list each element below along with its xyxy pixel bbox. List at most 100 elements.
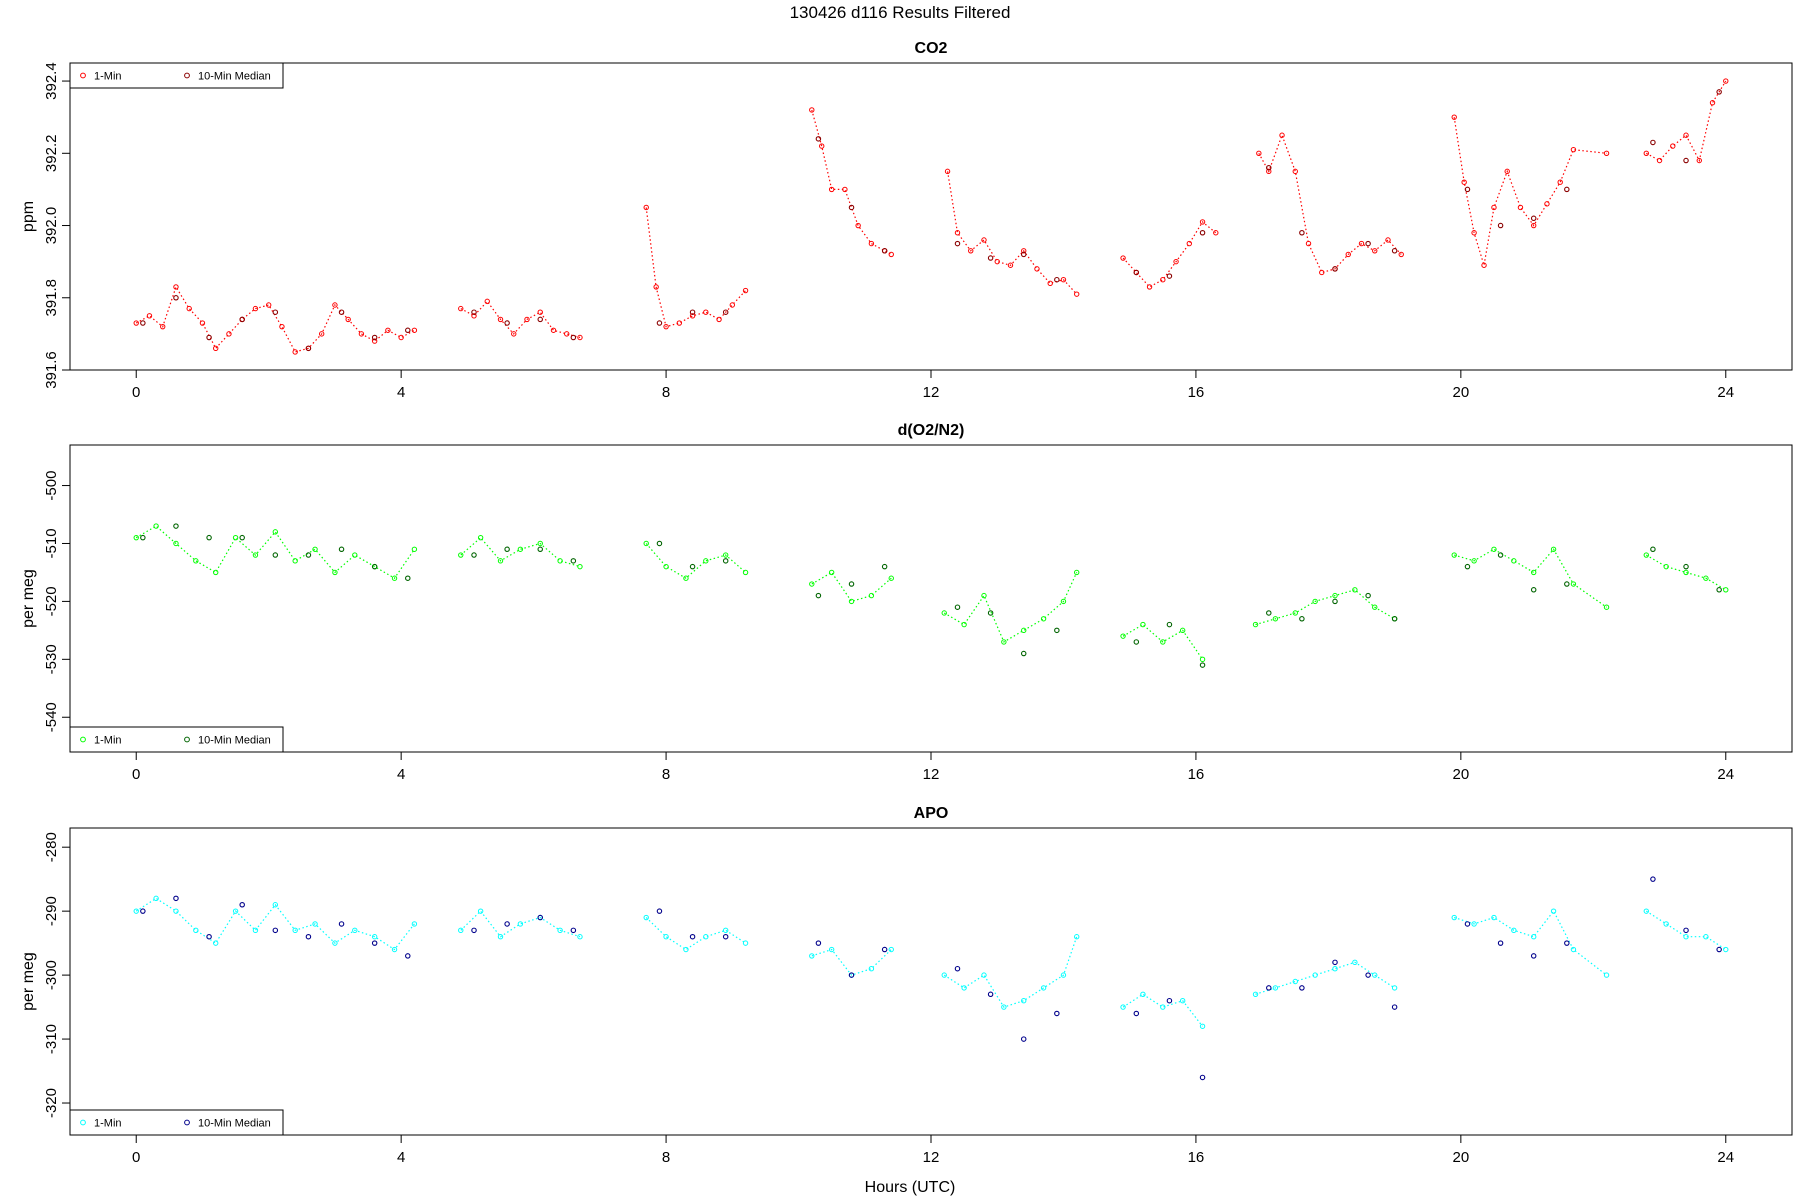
apo-one-min-point: [1074, 934, 1080, 940]
apo-one-min-point: [1179, 997, 1186, 1004]
o2n2-one-min-point: [517, 546, 524, 552]
o2n2-one-min-point: [703, 558, 709, 564]
o2n2-one-min-point: [537, 540, 543, 547]
co2-median-point: [1054, 276, 1060, 283]
co2-one-min-point: [146, 313, 153, 319]
apo-one-min-point: [703, 934, 709, 940]
apo-one-min-point: [1511, 927, 1517, 934]
o2n2-median-point: [1054, 627, 1060, 634]
o2n2-one-min-point: [292, 558, 298, 564]
o2n2-one-min-point: [213, 569, 219, 576]
co2-one-min-point: [676, 320, 683, 326]
o2n2-median-point: [504, 546, 510, 553]
o2n2-y-tick-label: -530: [43, 644, 60, 674]
o2n2-median-point: [1650, 546, 1656, 553]
o2n2-one-min-point: [1001, 639, 1007, 645]
apo-median-point: [815, 940, 822, 946]
co2-one-min-segment: [1258, 133, 1402, 274]
o2n2-median-point: [954, 604, 961, 610]
o2n2-median-point: [1365, 592, 1371, 599]
apo-one-min-point: [371, 934, 378, 940]
apo-one-min-point: [1001, 1004, 1007, 1010]
apo-one-min-point: [941, 972, 947, 978]
apo-one-min-point: [1603, 972, 1610, 978]
co2-one-min-point: [199, 320, 206, 326]
apo-one-min-point: [1643, 908, 1649, 914]
o2n2-median-point: [206, 534, 212, 541]
co2-y-tick-label: 392.4: [43, 62, 60, 100]
o2n2-one-min-point: [941, 610, 947, 616]
o2n2-one-min-point: [1120, 633, 1126, 639]
apo-median-point: [1564, 940, 1570, 946]
apo-median-point: [1199, 1074, 1206, 1081]
co2-one-min-point: [564, 331, 570, 337]
o2n2-median-point: [1683, 563, 1689, 570]
co2-legend-one-min-marker: [80, 72, 86, 79]
o2n2-one-min-point: [1663, 563, 1669, 570]
o2n2-one-min-point: [312, 546, 318, 552]
o2n2-one-min-point: [868, 592, 875, 599]
o2n2-one-min-point: [1160, 639, 1166, 645]
co2-median-point: [305, 345, 312, 352]
apo-one-min-point: [477, 908, 484, 914]
co2-one-min-point: [1544, 201, 1550, 207]
co2-median-point: [338, 309, 345, 315]
apo-y-tick-label: -310: [43, 1024, 60, 1054]
co2-median-point: [815, 136, 822, 142]
co2-one-min-point: [497, 316, 504, 323]
co2-one-min-point: [345, 316, 351, 323]
apo-one-min-point: [1199, 1023, 1206, 1029]
apo-one-min-point: [193, 927, 199, 934]
o2n2-y-axis-label: per meg: [20, 569, 37, 628]
apo-one-min-point: [1703, 934, 1709, 940]
o2n2-panel: d(O2/N2) 0 4 8 12 16 20 24 -540 -530 -520 -510 -500 p…: [20, 422, 1793, 783]
co2-one-min-point: [1358, 240, 1365, 247]
co2-legend-box: [69, 62, 284, 89]
co2-one-min-point: [1398, 251, 1404, 258]
apo-one-min-point: [352, 927, 358, 934]
apo-median-point: [504, 921, 510, 927]
apo-y-tick-label: -280: [43, 832, 60, 862]
co2-median-point: [1464, 186, 1471, 193]
co2-one-min-point: [471, 313, 477, 319]
co2-one-min-point: [550, 327, 557, 333]
o2n2-one-min-point: [1550, 546, 1557, 552]
apo-one-min-point: [1140, 991, 1146, 997]
o2n2-median-point: [537, 546, 543, 553]
o2n2-one-min-point: [1060, 598, 1067, 605]
apo-median-point: [1683, 927, 1689, 934]
apo-one-min-point: [1550, 908, 1557, 914]
o2n2-one-min-point: [1491, 546, 1497, 552]
apo-one-min-point: [1160, 1004, 1166, 1010]
co2-one-min-point: [643, 204, 649, 211]
o2n2-one-min-point: [663, 563, 669, 570]
o2n2-median-point: [140, 534, 146, 541]
co2-one-min-point: [577, 334, 583, 341]
co2-one-min-point: [1385, 237, 1391, 243]
o2n2-one-min-point: [1471, 558, 1477, 564]
o2n2-one-min-point: [577, 563, 583, 570]
co2-one-min-point: [954, 230, 961, 236]
o2n2-median-point: [1530, 587, 1537, 593]
apo-one-min-point: [981, 972, 987, 978]
apo-median-point: [1299, 985, 1305, 991]
co2-one-min-point: [292, 349, 298, 355]
o2n2-one-min-point: [497, 558, 504, 564]
apo-one-min-point: [1252, 991, 1259, 997]
o2n2-one-min-segment: [1122, 623, 1203, 660]
apo-one-min-point: [173, 908, 179, 914]
o2n2-median-point: [371, 563, 378, 570]
co2-median-point: [405, 327, 411, 334]
apo-one-min-point: [1683, 934, 1689, 940]
apo-legend-median-label: 10-Min Median: [198, 1118, 271, 1130]
apo-one-min-point: [1471, 921, 1477, 927]
o2n2-panel-title: d(O2/N2): [898, 422, 965, 439]
apo-one-min-segment: [1255, 961, 1395, 995]
o2n2-median-point: [1166, 621, 1173, 628]
apo-median-point: [722, 933, 729, 940]
co2-one-min-point: [842, 186, 848, 193]
o2n2-median-point: [722, 558, 729, 564]
o2n2-x-tick-label: 8: [662, 766, 670, 783]
co2-median-point: [656, 320, 663, 326]
apo-median-point: [1054, 1010, 1060, 1017]
